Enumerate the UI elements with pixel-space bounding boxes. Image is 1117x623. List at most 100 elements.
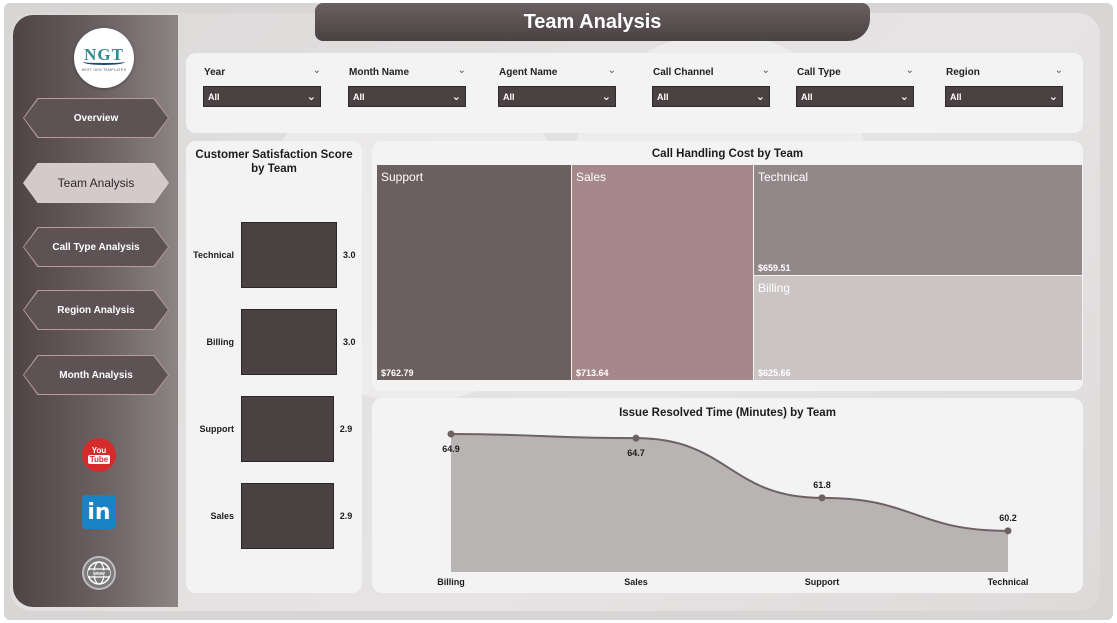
filter-label: Agent Name <box>499 67 558 78</box>
x-tick-label: Billing <box>437 577 465 587</box>
linkedin-icon[interactable]: in <box>82 495 116 529</box>
month-name-dropdown[interactable]: All ⌄ <box>348 86 466 107</box>
bar-label: Technical <box>193 250 234 260</box>
website-globe-icon[interactable]: www <box>82 556 116 590</box>
bar-label: Support <box>199 424 235 434</box>
chevron-down-icon: ⌄ <box>306 91 316 103</box>
filter-label: Year <box>204 67 226 78</box>
data-label: $625.66 <box>758 368 791 378</box>
chevron-down-icon: ⌄ <box>601 91 611 103</box>
treemap-tile-sales[interactable]: Sales $713.64 <box>572 165 753 380</box>
chevron-down-icon[interactable]: ⌄ <box>905 65 914 76</box>
bar[interactable] <box>241 309 337 375</box>
chevron-down-icon: ⌄ <box>451 91 461 103</box>
sidebar-item-label: Overview <box>24 99 168 137</box>
youtube-icon-text: You <box>91 446 107 455</box>
bar[interactable] <box>241 222 337 288</box>
youtube-icon[interactable]: You Tube <box>82 438 116 472</box>
sidebar-item-label: Region Analysis <box>24 291 168 329</box>
dropdown-value: All <box>801 91 813 102</box>
bar-label: Billing <box>206 337 235 347</box>
year-dropdown[interactable]: All ⌄ <box>203 86 321 107</box>
data-label: $659.51 <box>758 263 791 273</box>
filter-month-name: Month Name ⌄ All ⌄ <box>348 65 466 107</box>
bar-label: Sales <box>210 511 234 521</box>
data-label: 64.9 <box>442 444 460 454</box>
data-label: 2.9 <box>339 511 353 521</box>
tile-label: Sales <box>576 170 607 184</box>
data-point[interactable] <box>447 430 455 438</box>
x-tick-label: Technical <box>988 577 1029 587</box>
data-label: 60.2 <box>999 513 1017 523</box>
call-channel-dropdown[interactable]: All ⌄ <box>652 86 770 107</box>
data-label: 64.7 <box>627 448 645 458</box>
dropdown-value: All <box>503 91 515 102</box>
chevron-down-icon[interactable]: ⌄ <box>312 65 321 76</box>
dropdown-value: All <box>353 91 365 102</box>
page-title: Team Analysis <box>523 10 662 33</box>
page-title-bar: Team Analysis <box>315 3 870 41</box>
x-tick-label: Sales <box>624 577 648 587</box>
sidebar-item-region-analysis[interactable]: Region Analysis <box>23 290 169 330</box>
chart-title: Customer Satisfaction Score by Team <box>195 149 353 175</box>
area-fill <box>451 434 1008 572</box>
logo-swoosh-icon <box>83 59 125 65</box>
dropdown-value: All <box>950 91 962 102</box>
dropdown-value: All <box>208 91 220 102</box>
data-label: $713.64 <box>576 368 609 378</box>
chevron-down-icon: ⌄ <box>1048 91 1058 103</box>
sidebar-item-month-analysis[interactable]: Month Analysis <box>23 355 169 395</box>
call-type-dropdown[interactable]: All ⌄ <box>796 86 914 107</box>
website-icon-text: www <box>92 571 105 577</box>
chevron-down-icon[interactable]: ⌄ <box>607 65 616 76</box>
filter-label: Call Type <box>797 67 841 78</box>
sidebar-item-label: Month Analysis <box>24 356 168 394</box>
filter-label: Call Channel <box>653 67 714 78</box>
filter-label: Region <box>946 67 980 78</box>
data-point[interactable] <box>1004 527 1012 535</box>
data-label: 2.9 <box>339 424 353 434</box>
data-label: 3.0 <box>343 337 356 347</box>
chart-title: Issue Resolved Time (Minutes) by Team <box>619 407 836 419</box>
data-point[interactable] <box>632 434 640 442</box>
chevron-down-icon: ⌄ <box>755 91 765 103</box>
youtube-icon-text: Tube <box>87 455 111 464</box>
filter-panel: Year ⌄ All ⌄ Month Name ⌄ All ⌄ Agent Na… <box>186 53 1083 133</box>
sidebar-item-call-type-analysis[interactable]: Call Type Analysis <box>23 227 169 267</box>
bar[interactable] <box>241 483 334 549</box>
csat-chart-panel: Customer Satisfaction Score by Team Tech… <box>186 141 362 593</box>
chevron-down-icon[interactable]: ⌄ <box>761 65 770 76</box>
area-chart: 64.9 Billing 64.7 Sales 61.8 Support 60.2 Techn… <box>437 430 1029 587</box>
cost-treemap-panel: Call Handling Cost by Team Support $762.… <box>372 141 1083 391</box>
region-dropdown[interactable]: All ⌄ <box>945 86 1063 107</box>
tile-label: Billing <box>758 281 791 295</box>
treemap-tile-billing[interactable]: Billing $625.66 <box>754 276 1082 380</box>
data-label: 3.0 <box>343 250 356 260</box>
filter-call-channel: Call Channel ⌄ All ⌄ <box>652 65 770 107</box>
treemap-tile-support[interactable]: Support $762.79 <box>377 165 571 380</box>
filter-region: Region ⌄ All ⌄ <box>945 65 1063 107</box>
logo-subtitle: NEXT GEN TEMPLATES <box>81 67 127 72</box>
filter-year: Year ⌄ All ⌄ <box>203 65 321 107</box>
data-label: $762.79 <box>381 368 414 378</box>
ngt-logo[interactable]: NGT NEXT GEN TEMPLATES <box>74 28 134 88</box>
data-point[interactable] <box>818 494 826 502</box>
treemap-tile-technical[interactable]: Technical $659.51 <box>754 165 1082 275</box>
chevron-down-icon[interactable]: ⌄ <box>1054 65 1063 76</box>
filter-label: Month Name <box>349 67 409 78</box>
chart-title: Call Handling Cost by Team <box>651 148 804 160</box>
sidebar-item-label: Call Type Analysis <box>24 228 168 266</box>
resolved-time-chart-panel: Issue Resolved Time (Minutes) by Team 64… <box>372 398 1083 593</box>
agent-name-dropdown[interactable]: All ⌄ <box>498 86 616 107</box>
tile-label: Support <box>381 170 424 184</box>
dropdown-value: All <box>657 91 669 102</box>
bar[interactable] <box>241 396 334 462</box>
filter-agent-name: Agent Name ⌄ All ⌄ <box>498 65 616 107</box>
tile-label: Technical <box>758 170 809 184</box>
data-label: 61.8 <box>813 480 831 490</box>
x-tick-label: Support <box>805 577 840 587</box>
sidebar-item-team-analysis[interactable]: Team Analysis <box>23 163 169 203</box>
sidebar-item-overview[interactable]: Overview <box>23 98 169 138</box>
globe-icon: www <box>87 561 111 585</box>
chevron-down-icon[interactable]: ⌄ <box>457 65 466 76</box>
